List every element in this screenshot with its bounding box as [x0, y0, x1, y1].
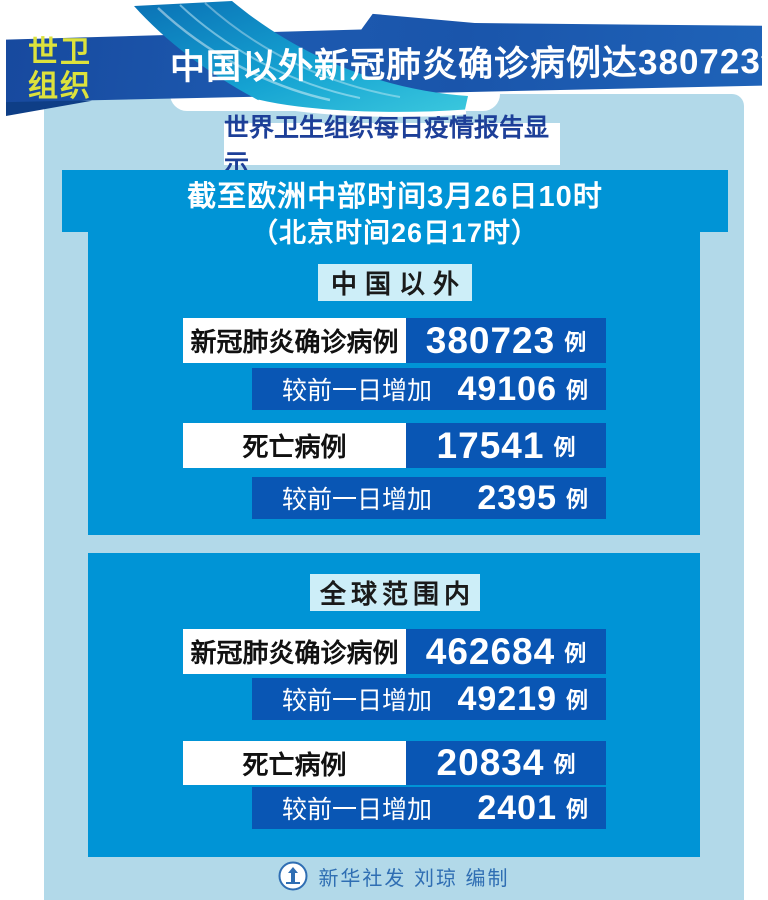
- asof-line-2: （北京时间26日17时）: [250, 218, 540, 248]
- increase-row: 较前一日增加 49106 例: [252, 368, 606, 410]
- increase-row: 较前一日增加 2395 例: [252, 477, 606, 519]
- increase-value: 2401 例: [477, 789, 588, 828]
- increase-number: 2395: [477, 478, 557, 517]
- metric-number: 380723: [425, 319, 556, 361]
- metric-unit: 例: [564, 640, 587, 666]
- increase-unit: 例: [565, 487, 588, 512]
- section-badge-outside-china: 中国以外: [318, 264, 472, 301]
- org-line-2: 组织: [28, 70, 92, 103]
- main-title: 中国以外新冠肺炎确诊病例达380723例: [169, 41, 768, 88]
- section-badge-global: 全球范围内: [310, 574, 480, 611]
- metric-unit: 例: [553, 752, 576, 777]
- metric-label-box: 新冠肺炎确诊病例: [183, 629, 406, 674]
- metric-label-box: 新冠肺炎确诊病例: [183, 318, 406, 363]
- org-line-1: 世卫: [28, 36, 92, 69]
- increase-row: 较前一日增加 49219 例: [252, 678, 606, 720]
- increase-value: 2395 例: [477, 479, 588, 518]
- xinhua-logo-icon: [278, 861, 308, 891]
- metric-value: 17541 例: [406, 423, 606, 468]
- increase-number: 49219: [457, 679, 557, 718]
- increase-unit: 例: [565, 797, 588, 822]
- org-tag: 世卫 组织: [28, 36, 92, 104]
- footer-credit: 新华社发 刘琼 编制: [44, 856, 744, 896]
- increase-label: 较前一日增加: [282, 796, 433, 824]
- asof-line-1: 截至欧洲中部时间3月26日10时: [187, 181, 603, 213]
- metric-value: 380723 例: [406, 318, 606, 363]
- metric-value: 20834 例: [406, 741, 606, 785]
- ribbon-curl-decoration: [134, 1, 468, 117]
- metric-unit: 例: [564, 329, 587, 355]
- metric-number: 17541: [436, 424, 545, 466]
- increase-number: 49106: [457, 369, 557, 408]
- increase-label: 较前一日增加: [282, 486, 433, 514]
- metric-label-box: 死亡病例: [183, 423, 406, 468]
- increase-number: 2401: [477, 788, 557, 827]
- increase-label: 较前一日增加: [282, 687, 433, 715]
- increase-value: 49106 例: [457, 370, 588, 409]
- increase-value: 49219 例: [457, 680, 588, 719]
- metric-label-box: 死亡病例: [183, 741, 406, 785]
- increase-unit: 例: [565, 378, 588, 403]
- increase-row: 较前一日增加 2401 例: [252, 787, 606, 829]
- metric-number: 462684: [425, 630, 556, 672]
- credit-text: 新华社发 刘琼 编制: [318, 867, 510, 890]
- metric-number: 20834: [436, 742, 545, 783]
- metric-unit: 例: [553, 434, 576, 460]
- asof-text: 截至欧洲中部时间3月26日10时 （北京时间26日17时）: [62, 179, 728, 250]
- increase-label: 较前一日增加: [282, 377, 433, 405]
- increase-unit: 例: [565, 688, 588, 713]
- metric-value: 462684 例: [406, 629, 606, 674]
